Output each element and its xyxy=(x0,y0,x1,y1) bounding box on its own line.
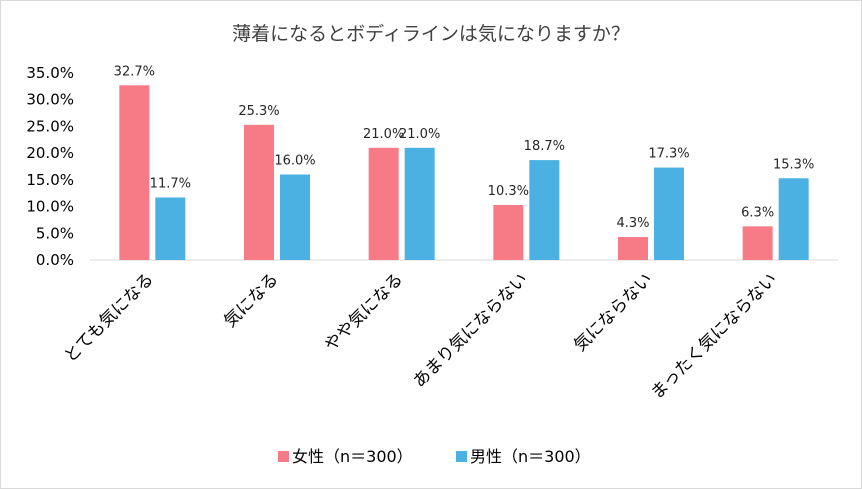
y-tick-label: 30.0% xyxy=(26,91,74,109)
data-label: 18.7% xyxy=(524,139,565,154)
bar xyxy=(155,197,186,260)
bar xyxy=(280,174,310,260)
data-label: 21.0% xyxy=(363,127,404,142)
legend-label: 男性（n＝300） xyxy=(470,447,591,466)
y-tick-label: 15.0% xyxy=(26,171,74,189)
y-tick-label: 5.0% xyxy=(36,224,74,242)
data-label: 10.3% xyxy=(488,184,529,199)
data-label: 32.7% xyxy=(114,64,155,79)
legend-swatch xyxy=(278,451,289,462)
data-label: 21.0% xyxy=(399,127,440,142)
data-label: 17.3% xyxy=(648,147,689,162)
legend-swatch xyxy=(456,451,467,462)
x-tick-label: やや気になる xyxy=(321,269,407,355)
bar xyxy=(742,226,773,260)
data-label: 6.3% xyxy=(741,205,774,220)
y-axis: 0.0% 5.0% 10.0% 15.0% 20.0% 25.0% 30.0% 35.0% xyxy=(26,64,74,269)
y-tick-label: 35.0% xyxy=(26,64,74,82)
data-label: 15.3% xyxy=(773,157,814,172)
bar xyxy=(618,237,648,260)
y-tick-label: 0.0% xyxy=(36,251,74,269)
data-label: 25.3% xyxy=(238,104,279,119)
bar xyxy=(778,178,809,260)
bar xyxy=(244,124,274,260)
chart-title: 薄着になるとボディラインは気になりますか？ xyxy=(232,23,630,45)
x-tick-label: とても気になる xyxy=(61,269,158,366)
data-label: 11.7% xyxy=(150,176,191,191)
x-tick-label: まったく気にならない xyxy=(647,269,781,403)
bar xyxy=(119,85,150,260)
y-tick-label: 25.0% xyxy=(26,117,74,135)
data-label: 16.0% xyxy=(274,154,315,169)
x-tick-label: 気にならない xyxy=(570,269,656,355)
x-tick-label: 気になる xyxy=(220,269,282,331)
y-tick-label: 20.0% xyxy=(26,144,74,162)
legend: 女性（n＝300） 男性（n＝300） xyxy=(278,447,591,466)
data-labels: 32.7% 11.7% 25.3% 16.0% 21.0%21.0% 10.3% 18.7%… xyxy=(114,64,815,231)
bar xyxy=(404,147,435,260)
bar xyxy=(529,160,560,260)
legend-label: 女性（n＝300） xyxy=(292,447,413,466)
x-axis: とても気になる 気になる やや気になる あまり気にならない 気にならないまったく気になら… xyxy=(61,259,838,403)
bar xyxy=(368,147,399,260)
bars xyxy=(119,85,809,260)
bar xyxy=(493,204,524,260)
bar xyxy=(654,167,684,260)
data-label: 4.3% xyxy=(616,216,649,231)
x-tick-label: あまり気にならない xyxy=(410,269,532,391)
y-tick-label: 10.0% xyxy=(26,198,74,216)
